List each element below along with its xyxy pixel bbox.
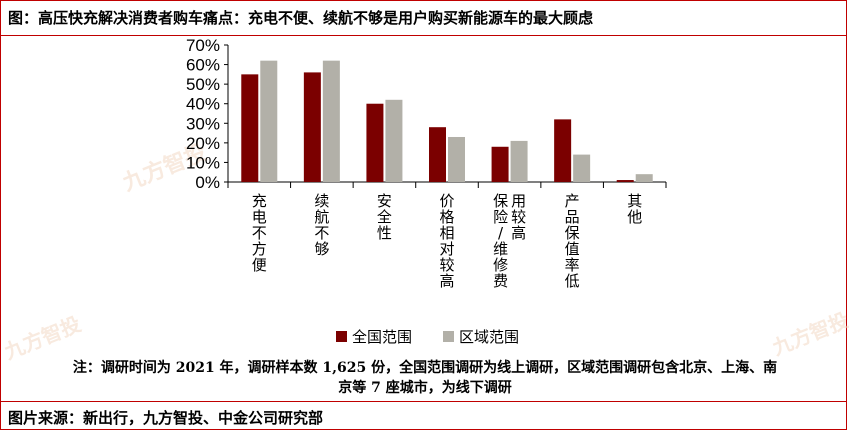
x-axis [227,181,667,188]
category-label-char: / [498,224,504,242]
category-label-char: 产 [565,192,580,210]
bar [573,154,591,182]
bar [366,103,384,182]
bar [385,99,403,182]
category-label-char: 维 [493,240,508,258]
y-tick-label: 20% [186,134,220,153]
bar [491,146,509,182]
legend-swatch [336,331,347,342]
category-label-char: 性 [377,224,392,242]
bar [241,74,259,182]
legend-label: 全国范围 [352,328,412,346]
y-axis: 0%10%20%30%40%50%60%70% [186,36,229,192]
category-label-char: 充 [252,192,267,210]
bars [241,60,653,182]
category-label-char: 高 [439,272,454,290]
category-label-char: 较 [439,256,454,274]
bar [322,60,340,182]
category-label-char: 价 [439,192,454,210]
y-tick-label: 40% [186,95,220,114]
category-label: 续航不够 [314,192,329,258]
category-label-char: 险 [493,208,508,226]
y-tick-label: 70% [186,36,220,55]
bar [448,136,465,182]
category-label-char: 高 [511,224,526,242]
legend-label: 区域范围 [459,328,519,346]
category-label-char: 电 [252,208,267,226]
category-label-char: 对 [439,240,454,258]
category-label-char: 较 [511,208,526,226]
figure-title: 图：高压快充解决消费者购车痛点：充电不便、续航不够是用户购买新能源车的最大顾虑 [8,9,594,27]
category-label-char: 保 [493,192,508,210]
category-label: 保险/维修费 用较高 [493,192,526,290]
category-label-char: 续 [314,192,329,210]
category-label-char: 格 [439,208,454,226]
category-label-char: 用 [511,192,526,210]
category-label-char: 方 [252,240,267,258]
source-text: 图片来源：新出行，九方智投、中金公司研究部 [8,409,324,427]
note-line: 京等 7 座城市，为线下调研 [338,380,512,396]
category-label-char: 值 [565,240,580,258]
chart-note: 注：调研时间为 2021 年，调研样本数 1,625 份，全国范围调研为线上调研… [10,358,840,398]
category-label-char: 他 [627,208,642,226]
bar [429,127,446,182]
category-label-char: 率 [565,256,580,274]
category-label-char: 够 [314,240,329,258]
bar [303,72,321,182]
y-tick-label: 0% [195,173,220,192]
category-label-char: 不 [314,224,329,242]
category-label-char: 保 [565,224,580,242]
category-label-char: 费 [493,272,508,290]
category-label-char: 安 [377,192,392,210]
category-label: 安全性 [377,192,392,242]
category-label-char: 其 [627,192,642,210]
category-label-char: 不 [252,224,267,242]
bar [554,119,572,182]
bar [260,60,278,182]
category-label-char: 便 [252,256,267,274]
source-bar: 图片来源：新出行，九方智投、中金公司研究部 [0,401,847,430]
category-label-char: 全 [377,208,392,226]
bar [510,140,528,182]
category-label-char: 低 [565,272,580,290]
y-tick-label: 60% [186,56,220,75]
y-tick-label: 50% [186,75,220,94]
category-label-char: 修 [493,256,508,274]
category-label-char: 航 [314,208,329,226]
y-tick-label: 10% [186,153,220,172]
bar-chart: 0%10%20%30%40%50%60%70% 充电不方便续航不够安全性价格相对… [186,36,667,346]
note-line: 注：调研时间为 2021 年，调研样本数 1,625 份，全国范围调研为线上调研… [72,360,778,376]
legend-swatch [443,331,454,342]
bar [616,180,634,182]
bar [635,174,653,182]
y-tick-label: 30% [186,114,220,133]
category-label-char: 品 [565,208,580,226]
category-label: 其他 [627,192,642,226]
legend: 全国范围 区域范围 [336,328,519,346]
category-label-char: 相 [439,224,454,242]
title-bar: 图：高压快充解决消费者购车痛点：充电不便、续航不够是用户购买新能源车的最大顾虑 [0,0,847,36]
